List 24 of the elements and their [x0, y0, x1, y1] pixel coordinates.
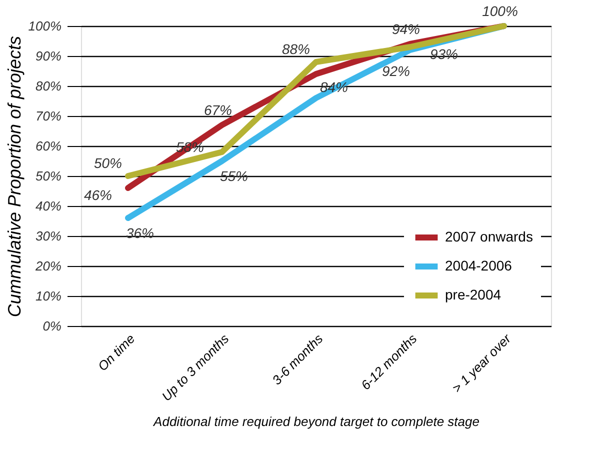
x-tick-label: On time	[94, 331, 138, 374]
y-tick-label: 90%	[35, 48, 62, 64]
y-tick-label: 40%	[35, 198, 62, 214]
y-tick-label: 100%	[28, 18, 62, 34]
y-axis-title: Cummulative Proportion of projects	[4, 36, 24, 318]
y-tick-label: 50%	[35, 168, 62, 184]
data-label: 92%	[382, 63, 410, 79]
data-label: 84%	[320, 79, 348, 95]
x-axis-title: Additional time required beyond target to complete stage	[152, 414, 480, 430]
y-tick-label: 10%	[35, 288, 62, 304]
y-tick-label: 80%	[35, 78, 62, 94]
legend-label: 2004-2006	[445, 258, 512, 274]
data-label: 88%	[282, 41, 310, 57]
data-label: 46%	[84, 187, 112, 203]
y-tick-label: 20%	[34, 258, 62, 274]
y-tick-label: 0%	[42, 318, 62, 334]
y-tick-label: 60%	[35, 138, 62, 154]
y-tick-label: 70%	[35, 108, 62, 124]
legend-label: pre-2004	[445, 286, 502, 302]
data-label: 67%	[204, 102, 232, 118]
data-label: 100%	[482, 3, 518, 19]
data-label: 50%	[94, 155, 122, 171]
y-tick-label: 30%	[35, 228, 62, 244]
legend-label: 2007 onwards	[445, 228, 533, 244]
